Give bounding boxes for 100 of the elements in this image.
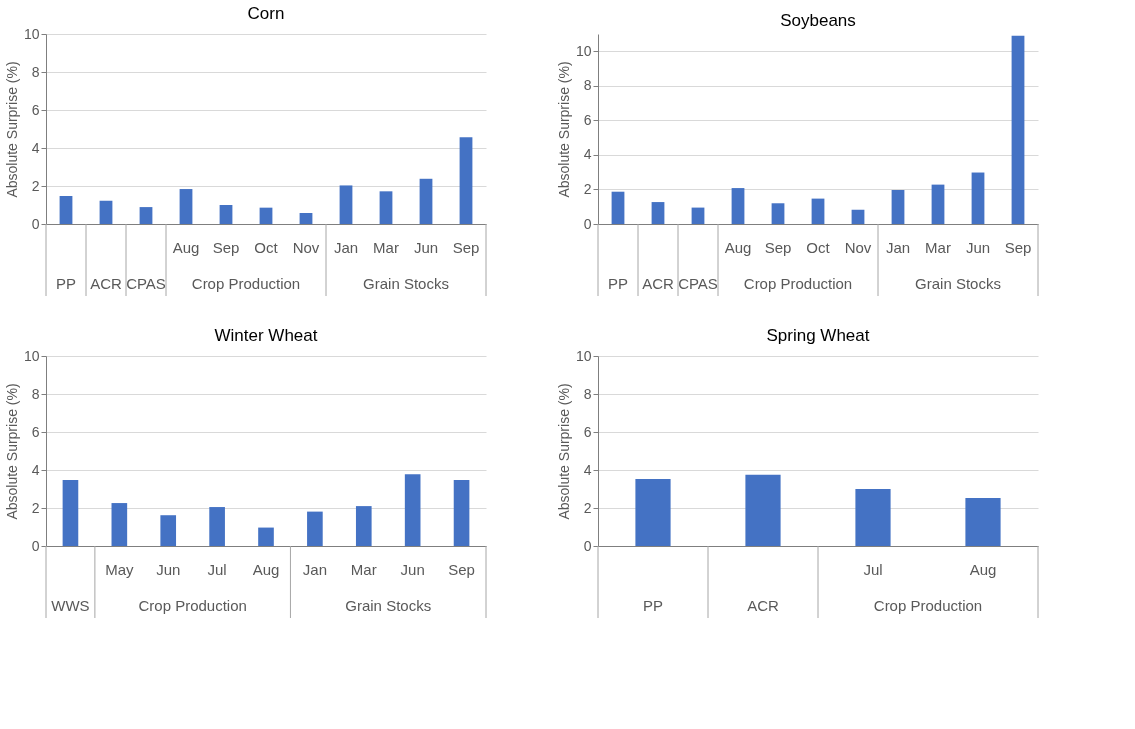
bar — [453, 479, 470, 546]
bar — [258, 527, 274, 546]
y-tick-label: 2 — [31, 499, 40, 516]
x-tick-label: Mar — [925, 239, 951, 256]
bar — [459, 137, 473, 224]
text: ACR — [90, 275, 122, 292]
y-tick-label: 6 — [583, 111, 592, 128]
x-tick-label: Aug — [172, 239, 200, 256]
y-tick-label: 10 — [575, 42, 592, 59]
y-tick-label: 6 — [583, 423, 592, 440]
x-tick-label: Sep — [212, 239, 240, 256]
x-tick-label: Aug — [969, 561, 997, 578]
y-tick-label: 6 — [31, 423, 40, 440]
bar — [1011, 35, 1025, 224]
y-tick-label: 10 — [23, 347, 40, 364]
x-tick-label: Jan — [302, 561, 327, 578]
x-tick-label: Aug — [252, 561, 280, 578]
y-axis-title: Absolute Surprise (%) — [3, 383, 20, 520]
y-axis-title: Absolute Surprise (%) — [555, 383, 572, 520]
y-tick-label: 4 — [31, 461, 40, 478]
y-tick-label: 8 — [583, 77, 592, 94]
bar — [179, 189, 193, 224]
text: Grain Stocks — [915, 275, 1001, 292]
x-tick-label: Jun — [965, 239, 991, 256]
y-tick-label: 10 — [575, 347, 592, 364]
chart-title: Soybeans — [780, 11, 856, 30]
text: ACR — [642, 275, 674, 292]
x-tick-label: Aug — [724, 239, 752, 256]
bar — [771, 203, 785, 224]
bar — [62, 479, 79, 546]
bar — [891, 189, 905, 224]
text: Crop Production — [138, 597, 247, 614]
bar — [965, 497, 1001, 546]
bar — [59, 195, 73, 224]
x-tick-label: Sep — [764, 239, 792, 256]
bar — [209, 507, 225, 546]
bar — [219, 205, 233, 224]
bar — [259, 207, 273, 224]
y-tick-label: 8 — [583, 385, 592, 402]
bar — [851, 209, 865, 224]
x-tick-label: Jun — [400, 561, 425, 578]
chart-title: Corn — [247, 4, 285, 23]
text: Grain Stocks — [363, 275, 449, 292]
text: PP — [607, 275, 629, 292]
x-tick-label: Jul — [207, 561, 227, 578]
chart-title: Spring Wheat — [766, 326, 870, 345]
bar — [111, 503, 128, 546]
x-tick-label: Sep — [1004, 239, 1032, 256]
y-tick-label: 0 — [583, 215, 592, 232]
y-tick-label: 8 — [31, 63, 40, 80]
bar — [379, 191, 393, 224]
text: PP — [55, 275, 77, 292]
bar — [611, 191, 625, 224]
bar — [307, 511, 323, 546]
y-tick-label: 0 — [31, 537, 40, 554]
x-tick-label: Nov — [292, 239, 320, 256]
bar — [651, 202, 665, 224]
bar — [299, 212, 313, 224]
y-tick-label: 4 — [583, 461, 592, 478]
text: PP — [642, 597, 664, 614]
x-tick-label: Jul — [863, 561, 883, 578]
y-tick-label: 0 — [583, 537, 592, 554]
bar — [160, 515, 177, 546]
text: CPAS — [126, 275, 166, 292]
y-tick-label: 6 — [31, 101, 40, 118]
y-tick-label: 4 — [31, 139, 40, 156]
text: CPAS — [678, 275, 718, 292]
x-tick-label: Jun — [413, 239, 439, 256]
bar — [99, 200, 113, 224]
bar — [971, 172, 985, 224]
y-tick-label: 4 — [583, 146, 592, 163]
text: ACR — [747, 597, 779, 614]
bar — [139, 207, 153, 224]
bar — [855, 489, 891, 546]
y-tick-label: 2 — [583, 499, 592, 516]
y-tick-label: 8 — [31, 385, 40, 402]
x-tick-label: Oct — [806, 239, 831, 256]
x-tick-label: Mar — [350, 561, 377, 578]
y-tick-label: 10 — [23, 25, 40, 42]
bar — [355, 506, 372, 546]
bar — [404, 474, 421, 546]
bar — [419, 178, 433, 224]
x-tick-label: Jan — [885, 239, 911, 256]
x-tick-label: Jan — [333, 239, 359, 256]
bar — [635, 479, 671, 546]
bar — [731, 188, 745, 224]
x-tick-label: Sep — [452, 239, 480, 256]
bar — [745, 474, 781, 546]
x-tick-label: May — [105, 561, 134, 578]
text: Crop Production — [743, 275, 853, 292]
text: Grain Stocks — [345, 597, 432, 614]
x-tick-label: Sep — [448, 561, 475, 578]
bar — [691, 207, 705, 224]
y-tick-label: 0 — [31, 215, 40, 232]
y-axis-title: Absolute Surprise (%) — [3, 61, 20, 198]
x-tick-label: Nov — [844, 239, 872, 256]
y-axis-title: Absolute Surprise (%) — [555, 61, 572, 198]
y-tick-label: 2 — [583, 180, 592, 197]
text: Crop Production — [873, 597, 983, 614]
text: Crop Production — [191, 275, 301, 292]
